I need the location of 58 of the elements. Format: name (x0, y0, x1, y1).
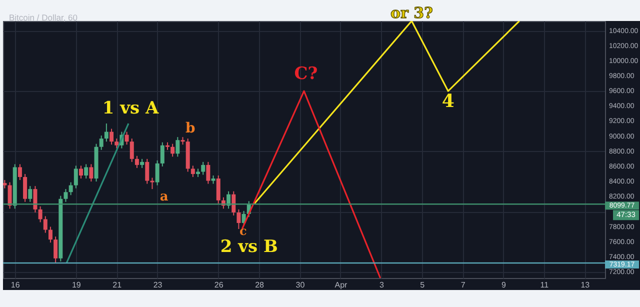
annotation: b (185, 120, 196, 137)
x-tick-label: 16 (10, 280, 20, 290)
candlestick (110, 128, 114, 146)
candlestick (89, 164, 94, 182)
annotation: c (239, 224, 247, 238)
annotation: 2 vs B (220, 237, 278, 258)
annotation: 4 (442, 91, 454, 112)
candlestick (38, 206, 42, 223)
candlestick (64, 188, 68, 202)
x-tick-label: 11 (540, 280, 550, 290)
candlestick (8, 182, 12, 210)
candlestick (160, 142, 164, 167)
candlestick (28, 186, 32, 202)
candlestick (23, 173, 28, 202)
candlestick (130, 138, 134, 162)
x-tick-label: 19 (72, 280, 82, 290)
candlestick (201, 161, 206, 176)
x-tick-label: 21 (112, 280, 122, 290)
annotation: a (160, 189, 169, 204)
x-tick-label: 9 (502, 280, 507, 290)
candlestick (18, 164, 22, 181)
chart-title: Bitcoin / Dollar, 60 (9, 12, 78, 22)
candlestick (140, 158, 144, 168)
x-tick-label: 3 (379, 280, 384, 290)
candlestick (206, 161, 210, 184)
candlestick (150, 177, 154, 190)
annotation: 1 vs A (102, 98, 160, 118)
candlestick (54, 236, 58, 264)
candlestick (170, 143, 175, 158)
candlestick (84, 164, 88, 180)
candlestick (236, 208, 241, 230)
candlestick (216, 175, 220, 204)
x-tick-label: 30 (296, 280, 306, 290)
x-tick-label: 5 (420, 280, 426, 290)
candlestick (43, 216, 48, 234)
candlestick (176, 136, 180, 158)
candlestick (104, 123, 108, 142)
candlestick (145, 158, 150, 184)
x-tick-label: 28 (255, 280, 265, 290)
candlestick (68, 182, 73, 196)
candlestick (79, 165, 84, 180)
candlestick (155, 160, 160, 186)
x-tick-label: 13 (580, 280, 590, 290)
x-tick-label: Apr (334, 280, 348, 290)
annotation: C? (294, 64, 318, 84)
x-tick-label: 7 (460, 280, 466, 290)
candlestick (114, 138, 119, 149)
x-tick-label: 26 (214, 280, 224, 290)
candlestick (190, 165, 195, 178)
candlestick (99, 135, 104, 150)
candlestick (33, 186, 38, 213)
candlestick (74, 165, 78, 189)
candlestick (124, 131, 129, 146)
annotation: or 3? (390, 4, 434, 22)
candlestick (134, 155, 139, 168)
candlestick (232, 190, 236, 216)
x-tick-label: 23 (153, 280, 163, 290)
candlestick (48, 226, 52, 244)
